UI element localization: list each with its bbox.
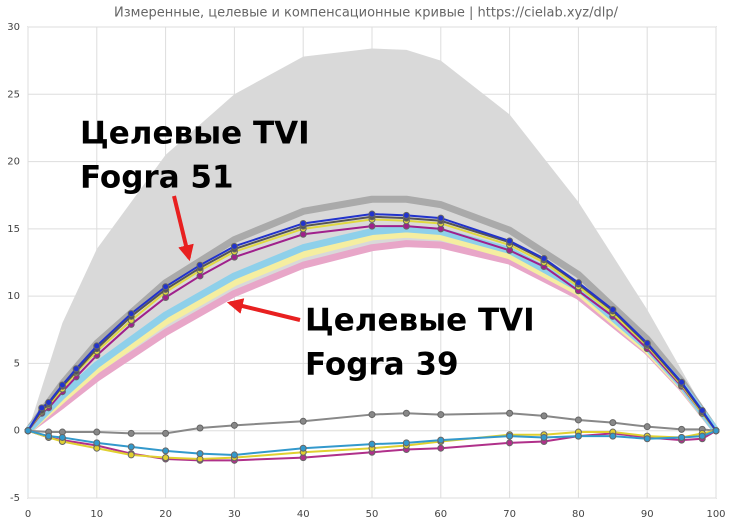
x-tick-label: 40	[297, 509, 310, 520]
point	[45, 398, 53, 406]
point	[506, 439, 514, 447]
annotation: Fogra 51	[80, 160, 234, 196]
x-tick-label: 60	[434, 509, 447, 520]
point	[93, 428, 101, 436]
point	[162, 454, 170, 462]
point	[574, 416, 582, 424]
point	[230, 451, 238, 459]
point	[698, 432, 706, 440]
x-tick-label: 50	[366, 509, 379, 520]
point	[402, 439, 410, 447]
annotation: Fogra 39	[305, 347, 459, 383]
point	[643, 423, 651, 431]
point	[643, 435, 651, 443]
point	[368, 210, 376, 218]
point	[196, 424, 204, 432]
point	[127, 429, 135, 437]
point	[196, 261, 204, 269]
point	[368, 411, 376, 419]
point	[506, 432, 514, 440]
point	[678, 378, 686, 386]
arrow	[226, 298, 301, 322]
x-tick-label: 30	[228, 509, 241, 520]
point	[72, 365, 80, 373]
point	[402, 409, 410, 417]
point	[402, 211, 410, 219]
y-tick-label: 30	[7, 22, 20, 33]
x-tick-label: 100	[706, 509, 725, 520]
point	[299, 219, 307, 227]
point	[574, 279, 582, 287]
point	[368, 222, 376, 230]
y-tick-label: 15	[7, 224, 20, 235]
point	[506, 409, 514, 417]
point	[58, 381, 66, 389]
point	[127, 310, 135, 318]
point	[58, 433, 66, 441]
point	[38, 404, 46, 412]
x-tick-label: 20	[159, 509, 172, 520]
point	[712, 427, 720, 435]
y-tick-label: 20	[7, 157, 20, 168]
y-tick-label: 25	[7, 89, 20, 100]
point	[162, 447, 170, 455]
target-band	[24, 195, 720, 435]
series-line	[27, 429, 717, 462]
series-line	[27, 429, 717, 460]
point	[609, 419, 617, 427]
point	[437, 214, 445, 222]
point	[93, 439, 101, 447]
point	[230, 421, 238, 429]
annotations: Целевые TVI Fogra 51 Целевые TVI Fogra 39	[80, 116, 535, 383]
point	[609, 306, 617, 314]
point	[230, 242, 238, 250]
point	[506, 237, 514, 245]
x-tick-label: 90	[641, 509, 654, 520]
plot-area: -5 0 5 10 15 20 25 30 0 10 20 30 40 50 60 70 80 90 100	[7, 22, 725, 520]
point	[299, 417, 307, 425]
point	[437, 444, 445, 452]
point	[678, 433, 686, 441]
point	[698, 407, 706, 415]
y-tick-label: -5	[10, 493, 20, 504]
series-line	[27, 218, 717, 432]
point	[24, 427, 32, 435]
point	[299, 444, 307, 452]
x-tick-label: 10	[90, 509, 103, 520]
x-tick-label: 80	[572, 509, 585, 520]
point	[540, 254, 548, 262]
point	[678, 425, 686, 433]
point	[609, 432, 617, 440]
chart-title: Измеренные, целевые и компенсационные кр…	[114, 6, 619, 21]
annotation: Целевые TVI	[305, 303, 535, 339]
point	[368, 440, 376, 448]
point	[162, 283, 170, 291]
arrow	[172, 195, 194, 262]
series-line	[27, 429, 717, 456]
point	[196, 450, 204, 458]
y-tick-label: 5	[14, 358, 20, 369]
point	[93, 342, 101, 350]
series-line	[27, 225, 717, 432]
point	[574, 432, 582, 440]
y-tick-label: 10	[7, 291, 20, 302]
series-line	[27, 412, 717, 435]
point	[162, 429, 170, 437]
x-tick-label: 70	[503, 509, 516, 520]
point	[437, 411, 445, 419]
point	[540, 433, 548, 441]
annotation: Целевые TVI	[80, 116, 310, 152]
point	[127, 443, 135, 451]
series-line	[27, 213, 717, 432]
y-tick-label: 0	[14, 426, 20, 437]
point	[127, 451, 135, 459]
point	[643, 339, 651, 347]
point	[540, 412, 548, 420]
point	[437, 436, 445, 444]
point	[45, 432, 53, 440]
x-tick-label: 0	[25, 509, 31, 520]
